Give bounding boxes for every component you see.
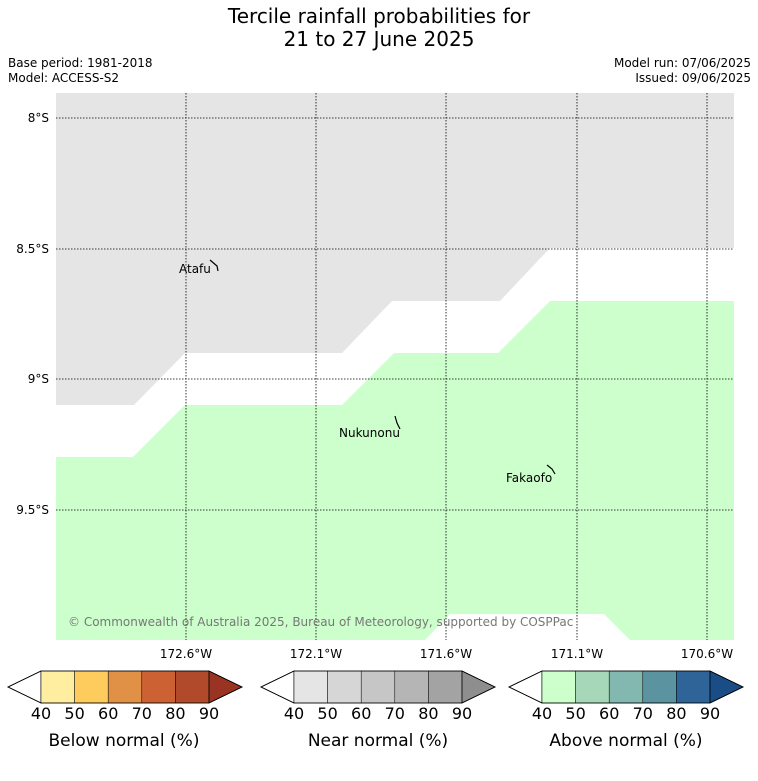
- colorbar-near-segment: [360, 670, 396, 704]
- issued-date: Issued: 09/06/2025: [635, 71, 751, 85]
- colorbar-near-tick-label: 50: [317, 704, 337, 723]
- colorbar-near-segment: [428, 670, 463, 704]
- colorbar-below-tick-label: 80: [165, 704, 185, 723]
- colorbar-above-segment: [608, 670, 644, 704]
- fakaofo-atoll: [546, 464, 556, 475]
- longitude-labels: 172.6°W 172.1°W 171.6°W 171.1°W 170.6°W: [160, 647, 733, 661]
- colorbar-above-tick-label: 50: [565, 704, 585, 723]
- colorbar-near-tick-label: 90: [452, 704, 472, 723]
- lon-label-172-6: 172.6°W: [160, 647, 212, 661]
- colorbar-below-tick-label: 70: [132, 704, 152, 723]
- colorbar-near: 40 50 60 70 80 90: [260, 670, 496, 723]
- lon-label-172-1: 172.1°W: [290, 647, 342, 661]
- nukunonu-atoll: [394, 415, 401, 430]
- colorbar-above-low-extension: [508, 670, 543, 704]
- colorbar-above-segment: [676, 670, 711, 704]
- base-period: Base period: 1981-2018: [8, 56, 153, 70]
- lon-label-171-1: 171.1°W: [551, 647, 603, 661]
- colorbar-near-segment: [327, 670, 362, 704]
- colorbar-above-segment: [541, 670, 576, 704]
- title-line-2: 21 to 27 June 2025: [283, 27, 475, 51]
- metadata-left: Base period: 1981-2018 Model: ACCESS-S2: [8, 56, 153, 86]
- colorbars: 40 50 60 70 80 90 40 50 60 70 80 90 40 50 60 70 80 90: [7, 670, 744, 723]
- latitude-labels: 8°S 8.5°S 9°S 9.5°S: [16, 111, 49, 517]
- colorbar-below-outline: [7, 670, 243, 704]
- colorbar-label-above: Above normal (%): [549, 731, 703, 751]
- metadata-right: Model run: 07/06/2025 Issued: 09/06/2025: [614, 56, 751, 86]
- colorbar-below-high-extension: [208, 670, 243, 704]
- colorbar-label-near: Near normal (%): [307, 731, 449, 751]
- lon-label-170-6: 170.6°W: [681, 647, 733, 661]
- colorbar-label-below: Below normal (%): [48, 731, 200, 751]
- colorbar-near-tick-label: 80: [418, 704, 438, 723]
- colorbar-below: 40 50 60 70 80 90: [7, 670, 243, 723]
- colorbar-above: 40 50 60 70 80 90: [508, 670, 744, 723]
- model-run: Model run: 07/06/2025: [613, 56, 751, 70]
- colorbar-above-tick-label: 60: [599, 704, 619, 723]
- colorbar-below-tick-label: 50: [64, 704, 84, 723]
- colorbar-near-segment: [394, 670, 429, 704]
- copyright-notice: © Commonwealth of Australia 2025, Bureau…: [68, 615, 573, 629]
- title-line-1: Tercile rainfall probabilities for: [227, 4, 531, 28]
- lat-label-8: 8°S: [28, 111, 49, 125]
- above-normal-region: [56, 301, 734, 640]
- graticule: [56, 93, 734, 640]
- colorbar-above-segment: [642, 670, 677, 704]
- colorbar-below-segment: [175, 670, 210, 704]
- colorbar-near-low-extension: [260, 670, 295, 704]
- colorbar-below-segment: [107, 670, 143, 704]
- colorbar-below-segment: [141, 670, 176, 704]
- colorbar-below-tick-label: 40: [31, 704, 51, 723]
- colorbar-above-tick-label: 90: [700, 704, 720, 723]
- colorbar-near-outline: [260, 670, 496, 704]
- colorbar-near-segment: [293, 670, 328, 704]
- colorbar-below-tick-label: 60: [98, 704, 118, 723]
- model-name: Model: ACCESS-S2: [8, 71, 120, 85]
- colorbar-above-tick-label: 80: [666, 704, 686, 723]
- colorbar-above-outline: [508, 670, 744, 704]
- colorbar-above-segment: [575, 670, 610, 704]
- lat-label-9: 9°S: [28, 372, 49, 386]
- lat-label-8-5: 8.5°S: [16, 242, 49, 256]
- colorbar-above-tick-label: 70: [633, 704, 653, 723]
- map-panel: Atafu Nukunonu Fakaofo © Commonwealth of…: [56, 93, 734, 640]
- colorbar-below-segment: [40, 670, 75, 704]
- lat-label-9-5: 9.5°S: [16, 503, 49, 517]
- place-label-fakaofo: Fakaofo: [506, 471, 552, 485]
- colorbar-below-segment: [74, 670, 109, 704]
- colorbar-below-low-extension: [7, 670, 42, 704]
- colorbar-near-high-extension: [461, 670, 496, 704]
- lon-label-171-6: 171.6°W: [420, 647, 472, 661]
- colorbar-near-tick-label: 40: [284, 704, 304, 723]
- place-label-nukunonu: Nukunonu: [339, 426, 400, 440]
- colorbar-above-tick-label: 40: [532, 704, 552, 723]
- colorbar-above-high-extension: [709, 670, 744, 704]
- place-label-atafu: Atafu: [179, 262, 211, 276]
- map-title: Tercile rainfall probabilities for 21 to…: [0, 5, 758, 51]
- atafu-atoll: [209, 259, 219, 272]
- colorbar-near-tick-label: 60: [351, 704, 371, 723]
- colorbar-below-tick-label: 90: [199, 704, 219, 723]
- colorbar-near-tick-label: 70: [385, 704, 405, 723]
